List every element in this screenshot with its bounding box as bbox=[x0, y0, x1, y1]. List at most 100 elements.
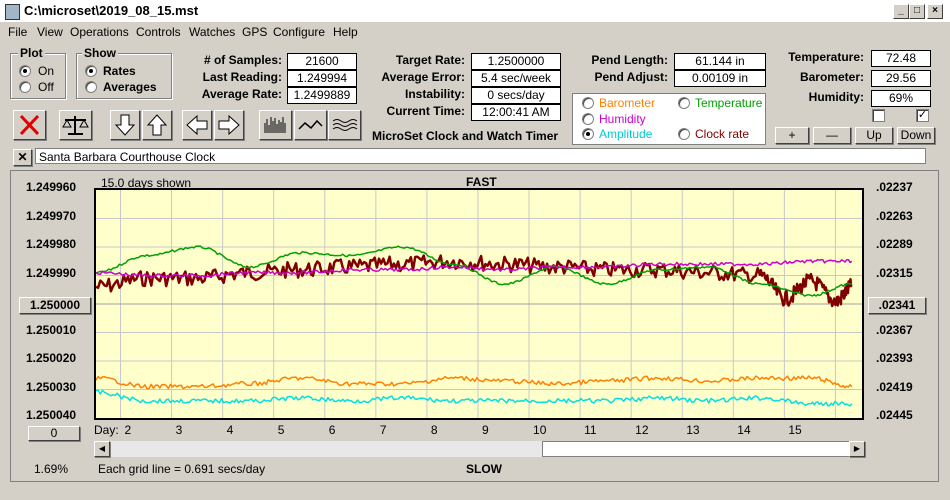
down-button[interactable]: Down bbox=[897, 127, 935, 144]
plot-off-radio[interactable] bbox=[19, 81, 31, 93]
menu-gps[interactable]: GPS bbox=[242, 25, 268, 39]
day-tick-label: 7 bbox=[379, 423, 387, 437]
minus-button[interactable]: — bbox=[813, 127, 851, 144]
plot-off-label: Off bbox=[38, 80, 54, 94]
average-error-label: Average Error: bbox=[381, 70, 465, 84]
series-line-barometer bbox=[96, 375, 853, 390]
day-tick-label: 5 bbox=[277, 423, 285, 437]
line-chart-icon bbox=[298, 119, 323, 130]
plot-on-label: On bbox=[38, 64, 55, 78]
arrow-right-icon bbox=[218, 114, 240, 136]
up-button[interactable]: Up bbox=[855, 127, 893, 144]
environment-checkbox-1[interactable] bbox=[872, 109, 885, 122]
samples-label: # of Samples: bbox=[203, 53, 282, 67]
day-tick-label: 12 bbox=[635, 423, 649, 437]
series-line-temperature bbox=[96, 245, 852, 297]
arrow-down-button[interactable] bbox=[110, 110, 140, 140]
series-humidity-radio[interactable] bbox=[582, 113, 594, 125]
left-center-button[interactable]: 1.250000 bbox=[19, 297, 91, 314]
scroll-right-button[interactable]: ▶ bbox=[849, 441, 865, 457]
menu-watches[interactable]: Watches bbox=[189, 25, 236, 39]
maximize-button[interactable]: □ bbox=[909, 4, 925, 19]
close-button[interactable]: × bbox=[927, 4, 943, 19]
window-title: C:\microset\2019_08_15.mst bbox=[24, 3, 199, 18]
target-rate-label: Target Rate: bbox=[395, 53, 465, 67]
average-error-value: 5.4 sec/week bbox=[471, 70, 561, 87]
arrow-up-button[interactable] bbox=[142, 110, 172, 140]
menu-file[interactable]: File bbox=[8, 25, 28, 39]
day-tick-label: 10 bbox=[533, 423, 547, 437]
barometer-value: 29.56 bbox=[871, 70, 931, 87]
line-view-button[interactable] bbox=[294, 110, 327, 140]
left-tick-label: 1.249960 bbox=[26, 180, 77, 194]
day-tick-label: 2 bbox=[124, 423, 132, 437]
series-clock-rate-radio[interactable] bbox=[678, 128, 690, 140]
environment-checkbox-2[interactable]: ✓ bbox=[916, 109, 929, 122]
series-amplitude-label: Amplitude bbox=[599, 127, 653, 141]
menu-bar: File View Operations Controls Watches GP… bbox=[0, 22, 950, 42]
series-line-humidity bbox=[96, 258, 853, 278]
scroll-left-button[interactable]: ◀ bbox=[94, 441, 110, 457]
arrow-down-icon bbox=[114, 114, 136, 136]
menu-configure[interactable]: Configure bbox=[273, 25, 326, 39]
stop-button[interactable] bbox=[13, 110, 46, 140]
humidity-value: 69% bbox=[871, 90, 931, 107]
menu-help[interactable]: Help bbox=[333, 25, 358, 39]
right-tick-label: .02367 bbox=[876, 322, 913, 337]
zero-button[interactable]: 0 bbox=[28, 426, 80, 441]
pend-adjust-label: Pend Adjust: bbox=[594, 70, 668, 84]
samples-value: 21600 bbox=[287, 53, 357, 70]
minimize-button[interactable]: _ bbox=[893, 4, 909, 19]
menu-view[interactable]: View bbox=[37, 25, 63, 39]
temperature-label: Temperature: bbox=[788, 50, 864, 64]
temperature-value: 72.48 bbox=[871, 50, 931, 67]
wave-view-button[interactable] bbox=[328, 110, 361, 140]
plus-button[interactable]: + bbox=[775, 127, 809, 144]
clear-clock-button[interactable]: ✕ bbox=[13, 149, 32, 166]
right-center-button[interactable]: .02341 bbox=[868, 297, 926, 314]
instability-value: 0 secs/day bbox=[471, 87, 561, 104]
last-reading-label: Last Reading: bbox=[202, 70, 282, 84]
target-rate-value[interactable]: 1.2500000 bbox=[471, 53, 561, 70]
series-temperature-radio[interactable] bbox=[678, 97, 690, 109]
menu-controls[interactable]: Controls bbox=[136, 25, 181, 39]
right-tick-label: .02445 bbox=[876, 408, 913, 422]
slow-label: SLOW bbox=[466, 462, 502, 476]
series-line-clock-rate bbox=[96, 254, 853, 308]
series-barometer-label: Barometer bbox=[599, 96, 656, 110]
plot-on-radio[interactable] bbox=[19, 65, 31, 77]
pend-adjust-value: 0.00109 in bbox=[674, 70, 766, 87]
balance-button[interactable] bbox=[59, 110, 92, 140]
barometer-label: Barometer: bbox=[799, 70, 864, 84]
day-tick-label: 6 bbox=[328, 423, 336, 437]
series-barometer-radio[interactable] bbox=[582, 97, 594, 109]
series-humidity-label: Humidity bbox=[599, 112, 646, 126]
show-rates-radio[interactable] bbox=[85, 65, 97, 77]
day-tick-label: 11 bbox=[584, 423, 597, 437]
scroll-thumb[interactable] bbox=[542, 441, 850, 457]
average-rate-value: 1.2499889 bbox=[287, 87, 357, 104]
clock-name-input[interactable]: Santa Barbara Courthouse Clock bbox=[35, 148, 926, 164]
horizontal-scrollbar[interactable]: ◀ ▶ bbox=[94, 441, 865, 457]
day-tick-label: 14 bbox=[737, 423, 751, 437]
bar-chart-icon bbox=[264, 117, 286, 133]
show-averages-radio[interactable] bbox=[85, 81, 97, 93]
arrow-left-icon bbox=[186, 114, 208, 136]
day-tick-label: 8 bbox=[430, 423, 438, 437]
right-tick-label: .02419 bbox=[876, 379, 913, 394]
bar-view-button[interactable] bbox=[259, 110, 292, 140]
pend-length-value[interactable]: 61.144 in bbox=[674, 53, 766, 70]
show-group bbox=[76, 53, 172, 99]
series-amplitude-radio[interactable] bbox=[582, 128, 594, 140]
line-chart bbox=[96, 190, 862, 418]
series-clock-rate-label: Clock rate bbox=[695, 127, 750, 141]
right-tick-label: .02315 bbox=[876, 265, 913, 280]
menu-operations[interactable]: Operations bbox=[70, 25, 129, 39]
plot-area bbox=[94, 188, 864, 420]
day-tick-label: 3 bbox=[175, 423, 183, 437]
day-tick-label: 4 bbox=[226, 423, 234, 437]
arrow-left-button[interactable] bbox=[182, 110, 212, 140]
series-line-amplitude bbox=[96, 389, 853, 407]
arrow-right-button[interactable] bbox=[214, 110, 244, 140]
grid-note: Each grid line = 0.691 secs/day bbox=[98, 462, 266, 476]
